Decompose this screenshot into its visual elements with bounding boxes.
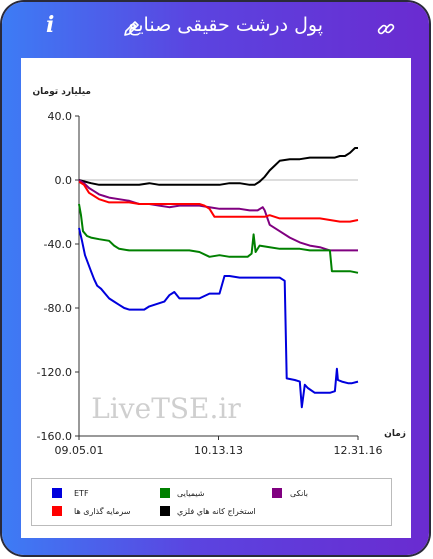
link-icon[interactable] xyxy=(375,18,397,40)
y-axis-label: میلیارد تومان xyxy=(32,87,91,97)
x-tick-label: 09.05.01 xyxy=(55,444,104,457)
series-layer xyxy=(78,147,359,409)
y-tick-label: -160.0 xyxy=(37,430,72,443)
legend-swatch-chem xyxy=(160,488,170,498)
watermark: LiveTSE.ir xyxy=(91,392,241,425)
x-tick-label: 12.31.16 xyxy=(334,444,383,457)
legend-label-metal: استخراج کانه هاي فلزي xyxy=(177,507,256,516)
legend-label-chem: شیمیایی xyxy=(177,489,205,498)
legend-label-invest: سرمایه گذاری ها xyxy=(74,507,131,516)
legend: ETF شیمیایی بانکی سرمایه گذاری ها استخراج کا… xyxy=(31,478,392,526)
app-frame: i پول درشت حقیقی صنایع میلیارد تومان زما… xyxy=(2,2,429,555)
y-tick-label: -120.0 xyxy=(37,366,72,379)
series-line-1 xyxy=(78,179,358,252)
x-axis-label: زمان xyxy=(384,429,406,439)
chart-axes xyxy=(75,115,359,440)
info-icon[interactable]: i xyxy=(46,12,55,38)
legend-label-ETF: ETF xyxy=(74,489,89,498)
legend-swatch-ETF xyxy=(52,488,62,498)
y-tick-label: 40.0 xyxy=(48,110,73,123)
legend-swatch-invest xyxy=(52,506,62,516)
x-tick-label: 10.13.13 xyxy=(194,444,243,457)
series-line-0 xyxy=(78,147,358,186)
y-tick-label: 0.0 xyxy=(55,174,73,187)
legend-swatch-metal xyxy=(160,506,170,516)
line-chart: میلیارد تومان زمان LiveTSE.ir 40.0 0.0 -40… xyxy=(32,87,406,457)
series-line-3 xyxy=(78,203,359,274)
chart-panel: میلیارد تومان زمان LiveTSE.ir 40.0 0.0 -40… xyxy=(21,58,411,538)
title-bar: i پول درشت حقیقی صنایع xyxy=(16,2,415,54)
pencil-icon[interactable] xyxy=(122,18,142,38)
legend-swatch-bank xyxy=(272,488,282,498)
legend-label-bank: بانکی xyxy=(290,489,308,498)
series-line-4 xyxy=(78,227,359,409)
page-title: پول درشت حقیقی صنایع xyxy=(128,14,323,36)
y-tick-label: -80.0 xyxy=(44,302,72,315)
y-tick-label: -40.0 xyxy=(44,238,72,251)
series-line-2 xyxy=(78,180,359,223)
tick-labels: 40.0 0.0 -40.0 -80.0 -120.0 -160.009.05.01 10.… xyxy=(37,110,383,457)
